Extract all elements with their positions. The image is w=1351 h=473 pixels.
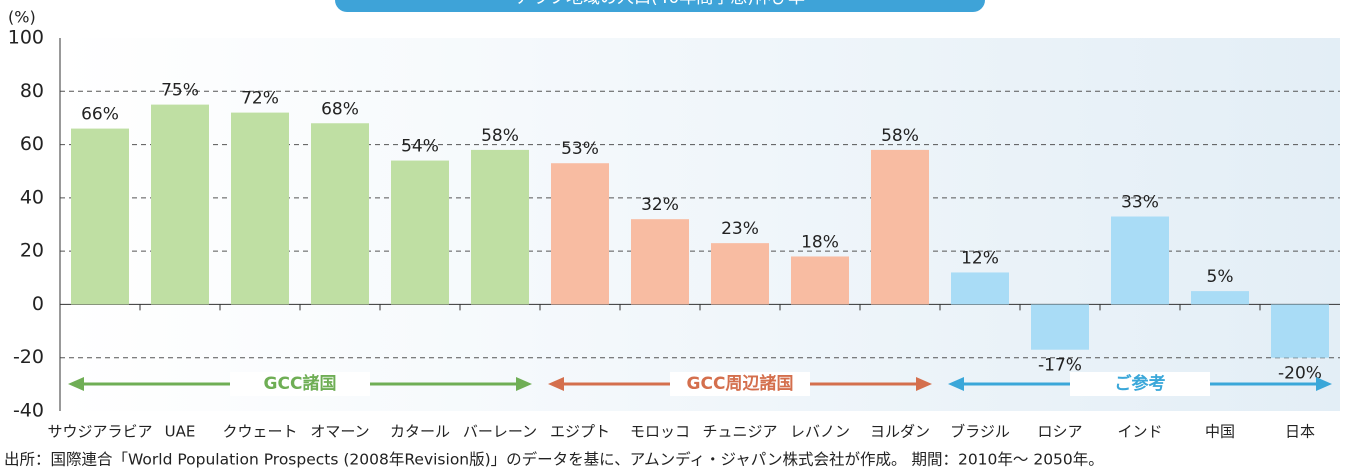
x-tick-label: バーレーン <box>463 423 537 441</box>
data-label: 18% <box>801 232 839 252</box>
data-label: 68% <box>321 99 359 119</box>
bar <box>471 149 529 305</box>
data-label: 5% <box>1207 267 1234 287</box>
data-label: 33% <box>1121 193 1159 213</box>
arrow-head <box>516 377 532 391</box>
data-label: 12% <box>961 248 999 268</box>
data-label: -17% <box>1038 356 1082 376</box>
bar <box>871 149 929 305</box>
data-label: -20% <box>1278 364 1322 384</box>
data-label: 75% <box>161 81 199 101</box>
bar <box>711 243 769 305</box>
bar <box>1271 304 1329 358</box>
x-tick-label: オマーン <box>310 423 369 441</box>
title-box <box>335 0 985 12</box>
data-label: 54% <box>401 137 439 157</box>
x-tick-label: サウジアラビア <box>47 423 152 441</box>
x-tick-label: チュニジア <box>702 423 777 441</box>
x-tick-label: レバノン <box>790 423 850 441</box>
bar <box>1191 291 1249 305</box>
data-label: 23% <box>721 219 759 239</box>
arrow-head <box>68 377 84 391</box>
x-tick-label: エジプト <box>550 423 610 441</box>
group-label-bg <box>230 372 370 396</box>
bar <box>1111 216 1169 305</box>
group-label-bg <box>1070 372 1210 396</box>
data-label: 58% <box>481 126 519 146</box>
data-label: 53% <box>561 139 599 159</box>
y-tick-label: 20 <box>20 240 44 262</box>
bar <box>951 272 1009 305</box>
x-tick-label: UAE <box>165 423 196 441</box>
y-tick-label: -40 <box>13 400 44 422</box>
bar <box>151 104 209 305</box>
bar <box>311 123 369 305</box>
group-label: GCC諸国 <box>264 373 337 394</box>
group-label: GCC周辺諸国 <box>687 373 794 394</box>
x-tick-label: カタール <box>390 423 450 441</box>
x-tick-label: 日本 <box>1285 423 1315 441</box>
x-tick-label: ロシア <box>1037 423 1082 441</box>
x-tick-label: ヨルダン <box>870 423 930 441</box>
y-tick-label: 40 <box>20 186 44 208</box>
arrow-head <box>1316 377 1332 391</box>
bar <box>551 163 609 305</box>
y-tick-label: 60 <box>20 133 44 155</box>
bar <box>1031 304 1089 350</box>
y-tick-label: -20 <box>13 346 44 368</box>
arrow-head <box>548 377 564 391</box>
bar <box>71 128 129 305</box>
arrow-head <box>916 377 932 391</box>
x-tick-label: ブラジル <box>950 423 1010 441</box>
data-label: 66% <box>81 105 119 125</box>
x-tick-label: モロッコ <box>630 423 690 441</box>
y-axis-label: (%) <box>8 8 36 27</box>
y-tick-label: 100 <box>8 27 44 49</box>
x-tick-label: インド <box>1117 423 1162 441</box>
arrow-head <box>948 377 964 391</box>
x-tick-label: クウェート <box>222 423 297 441</box>
data-label: 58% <box>881 126 919 146</box>
bar <box>391 160 449 305</box>
bar <box>231 112 289 305</box>
data-label: 72% <box>241 89 279 109</box>
group-label-bg <box>670 372 810 396</box>
y-tick-label: 80 <box>20 80 44 102</box>
data-label: 32% <box>641 195 679 215</box>
chart-title: アラブ地域の人口(40年間予想)伸び率 <box>515 0 805 8</box>
group-label: ご参考 <box>1115 373 1166 394</box>
bar <box>631 219 689 305</box>
source-note: 出所：国際連合「World Population Prospects (2008… <box>4 450 1104 469</box>
x-tick-label: 中国 <box>1205 423 1235 441</box>
y-tick-label: 0 <box>32 293 44 315</box>
bar <box>791 256 849 305</box>
